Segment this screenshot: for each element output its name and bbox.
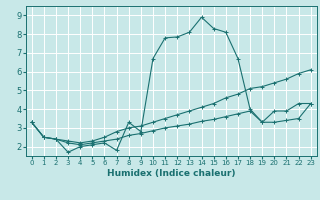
X-axis label: Humidex (Indice chaleur): Humidex (Indice chaleur) [107, 169, 236, 178]
